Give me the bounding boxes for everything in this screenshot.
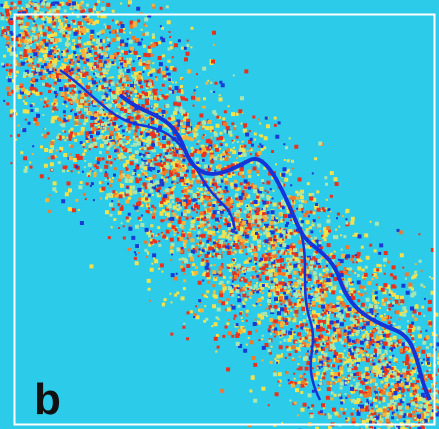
page: {"label": "b"} b (() => { const data = J… xyxy=(0,0,439,429)
panel-label: b xyxy=(34,375,61,424)
satellite-map: b xyxy=(0,0,439,429)
